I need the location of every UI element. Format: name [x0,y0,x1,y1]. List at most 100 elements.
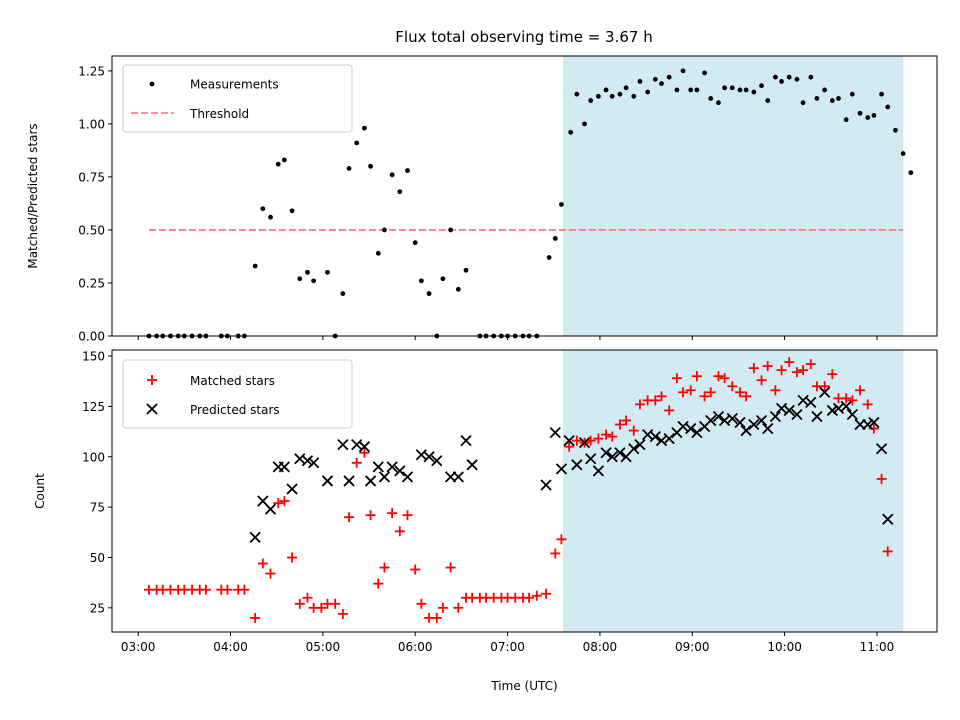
bottom-legend: Matched stars Predicted stars [122,359,353,429]
matched-star-point [394,526,405,537]
predicted-star-point [358,441,371,453]
measurement-point [900,151,906,156]
predicted-star-point [452,471,464,483]
y-tick-label: 25 [90,601,105,615]
matched-star-point [770,385,781,396]
measurement-point [857,110,863,116]
bottom-x-ticks: 03:00 04:00 05:00 06:00 07:00 08:00 09:00 10:00… [121,632,894,654]
x-axis-label: Time (UTC) [490,679,557,693]
measurement-point [595,93,601,99]
top-y-axis-label: Matched/Predicted stars [26,123,40,268]
matched-star-point [524,592,535,603]
matched-star-point [239,584,250,595]
matched-star-point [550,548,561,559]
measurement-point [305,269,310,275]
measurement-point [822,87,828,93]
matched-star-point [387,508,398,519]
matched-star-point [621,415,632,426]
measurement-point [694,87,700,93]
x-tick-label: 06:00 [398,640,433,654]
bottom-y-ticks: 25 50 75 100 125 150 [82,350,112,615]
matched-star-point [741,391,752,402]
matched-star-point [607,431,618,442]
predicted-star-point [386,461,398,473]
y-tick-label: 0.50 [78,223,105,237]
measurement-point [559,202,564,207]
x-tick-label: 11:00 [860,640,895,654]
matched-star-point [798,365,809,376]
predicted-star-point [705,414,717,427]
predicted-star-point [540,479,552,491]
legend-matched-marker [147,375,157,385]
measurement-point [252,263,258,269]
measurement-point [786,74,792,80]
predicted-star-point [762,422,774,435]
predicted-star-point [726,412,738,425]
predicted-star-point [840,400,852,413]
measurement-point [722,85,727,91]
measurement-point [659,81,664,86]
predicted-star-point [663,432,675,445]
measurement-point [546,255,552,260]
matched-star-point [431,612,442,623]
matched-star-point [678,387,689,398]
measurement-point [440,276,446,282]
bottom-panel: 03:00 04:00 05:00 06:00 07:00 08:00 09:00 10:00… [33,349,938,693]
matched-star-point [719,373,730,384]
measurement-point [260,206,266,212]
measurement-point [814,96,820,101]
matched-star-point [664,405,675,416]
matched-star-point [756,375,767,386]
matched-star-point [556,534,567,545]
measurement-point [603,87,609,93]
matched-star-point [571,435,582,446]
x-tick-label: 10:00 [767,640,802,654]
predicted-star-point [691,426,703,439]
measurement-point [688,87,694,93]
predicted-star-point [585,453,597,465]
matched-star-point [776,365,787,376]
matched-star-point [273,498,284,509]
measurement-point [617,91,623,97]
top-y-ticks: 0.00 0.25 0.50 0.75 1.00 1.25 [78,64,112,344]
predicted-star-point [600,447,612,459]
measurement-point [908,170,914,176]
measurement-point [552,236,558,241]
matched-star-point [784,357,795,368]
matched-star-point [531,590,542,601]
measurement-points [146,68,914,339]
predicted-star-point [862,418,874,431]
measurement-point [631,93,637,99]
predicted-star-point [868,416,880,429]
predicted-star-point [805,396,817,409]
predicted-star-point [875,443,888,455]
measurement-point [463,267,469,273]
predicted-star-point [755,414,768,427]
y-tick-label: 1.25 [78,64,105,78]
matched-star-point [373,578,384,589]
measurement-point [865,115,871,120]
predicted-star-point [769,410,782,423]
chart-title: Flux total observing time = 3.67 h [395,28,652,46]
x-tick-label: 05:00 [306,640,341,654]
y-tick-label: 100 [82,450,105,464]
predicted-star-point [301,455,314,467]
matched-star-point [628,425,639,436]
predicted-star-point [337,439,349,451]
matched-star-point [671,373,682,384]
matched-star-point [437,602,448,613]
measurement-point [666,74,672,80]
y-tick-label: 75 [90,501,105,515]
measurement-point [737,87,743,93]
measurement-point [311,278,317,284]
measurement-point [836,96,841,101]
measurement-point [412,240,418,246]
matched-star-point [819,381,830,392]
predicted-star-point [748,418,760,431]
predicted-star-point [712,410,725,423]
predicted-star-point [286,483,298,495]
matched-star-point [330,598,341,609]
measurement-point [772,74,778,80]
matched-star-point [294,598,305,609]
measurement-point [843,117,849,123]
